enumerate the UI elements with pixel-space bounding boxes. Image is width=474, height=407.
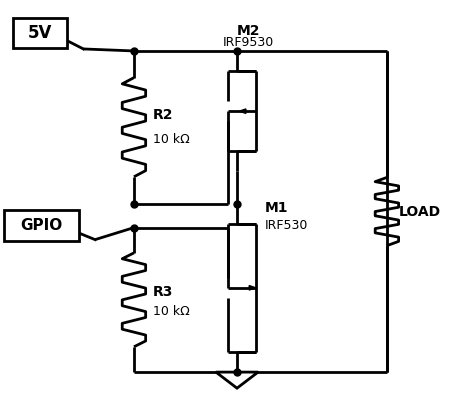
Polygon shape — [216, 372, 258, 388]
Text: 10 kΩ: 10 kΩ — [153, 133, 190, 146]
Text: M1: M1 — [265, 201, 289, 214]
Text: IRF9530: IRF9530 — [223, 36, 274, 49]
Text: R3: R3 — [153, 285, 173, 299]
FancyBboxPatch shape — [4, 210, 79, 241]
Text: 10 kΩ: 10 kΩ — [153, 305, 190, 318]
Text: R2: R2 — [153, 108, 173, 122]
Text: 5V: 5V — [28, 24, 53, 42]
Text: GPIO: GPIO — [20, 218, 63, 233]
Text: M2: M2 — [237, 24, 260, 38]
FancyBboxPatch shape — [13, 18, 67, 48]
Polygon shape — [239, 109, 246, 114]
Text: IRF530: IRF530 — [265, 219, 309, 232]
Polygon shape — [249, 286, 256, 290]
Text: LOAD: LOAD — [399, 205, 441, 219]
